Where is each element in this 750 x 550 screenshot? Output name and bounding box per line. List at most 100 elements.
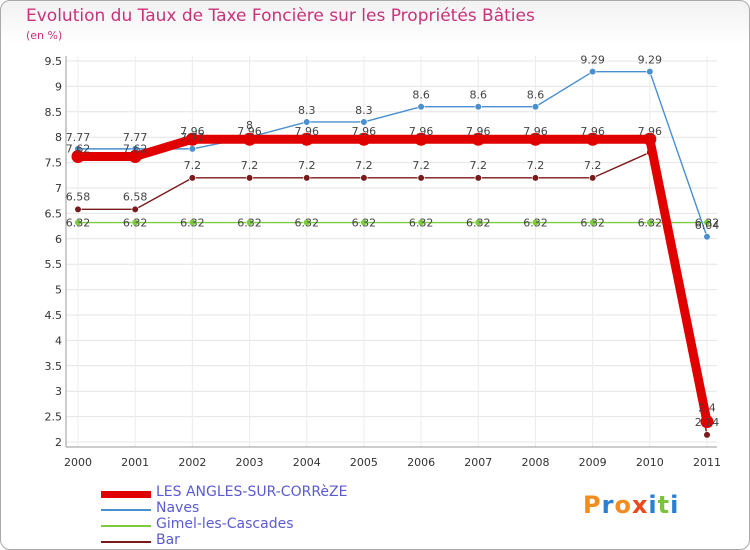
data-point-bar [188,174,196,182]
legend: LES ANGLES-SUR-CORRèZE Naves Gimel-les-Cas… [101,484,501,549]
data-point-les-angles-sur-corr-ze [357,132,371,146]
data-point-bar [417,174,425,182]
data-label-les-angles-sur-corr-ze: 7.96 [237,125,262,138]
y-tick-label: 9 [55,80,62,93]
data-label-les-angles-sur-corr-ze: 2.4 [698,402,716,415]
x-tick-label: 2004 [293,456,321,469]
chart-title: Evolution du Taux de Taxe Foncière sur l… [26,6,535,26]
data-label-naves: 7.77 [123,131,148,144]
data-point-naves [188,145,196,153]
data-label-les-angles-sur-corr-ze: 7.62 [123,143,148,156]
y-tick-label: 2 [55,436,62,449]
data-point-les-angles-sur-corr-ze [71,150,85,164]
logo-letter: x [631,491,649,519]
data-point-gimel-les-cascades [474,218,482,227]
x-tick-label: 2006 [407,456,435,469]
y-tick-label: 3.5 [45,360,63,373]
data-label-bar: 6.58 [66,190,91,203]
data-point-les-angles-sur-corr-ze [414,132,428,146]
data-label-gimel-les-cascades: 6.32 [466,217,491,230]
data-point-gimel-les-cascades [531,218,540,227]
data-point-naves [360,118,368,126]
data-label-bar: 7.2 [298,159,316,172]
data-label-naves: 8.3 [298,104,316,117]
logo-letter: r [601,491,615,519]
legend-label: LES ANGLES-SUR-CORRèZE [156,484,348,500]
data-point-gimel-les-cascades [589,218,597,227]
data-point-bar [474,174,482,182]
y-tick-label: 5 [55,284,62,297]
data-point-les-angles-sur-corr-ze [700,415,714,429]
data-label-les-angles-sur-corr-ze: 7.96 [580,125,605,138]
data-label-les-angles-sur-corr-ze: 7.96 [352,125,377,138]
y-tick-label: 2.5 [45,411,63,424]
data-label-les-angles-sur-corr-ze: 7.96 [409,125,434,138]
y-tick-label: 6.5 [45,207,63,220]
x-tick-label: 2011 [693,456,721,469]
legend-item: Gimel-les-Cascades [101,516,501,534]
data-point-gimel-les-cascades [360,218,368,227]
data-point-naves [303,118,311,126]
data-point-les-angles-sur-corr-ze [528,132,542,146]
data-label-gimel-les-cascades: 6.32 [180,217,205,230]
y-tick-label: 3 [55,385,62,398]
y-tick-label: 7 [55,182,62,195]
data-point-les-angles-sur-corr-ze [643,132,657,146]
data-point-bar [74,205,82,213]
logo-letter: o [614,491,632,519]
legend-swatch [101,490,151,498]
data-label-gimel-les-cascades: 6.32 [695,217,720,230]
data-label-naves: 6.04 [695,219,720,232]
data-point-les-angles-sur-corr-ze [471,132,485,146]
data-point-gimel-les-cascades [188,218,196,227]
data-point-bar [360,174,368,182]
y-tick-label: 7.5 [45,157,63,170]
y-tick-label: 8 [55,131,62,144]
x-tick-label: 2000 [64,456,92,469]
data-label-gimel-les-cascades: 6.32 [237,217,262,230]
x-tick-label: 2010 [636,456,664,469]
x-tick-label: 2002 [178,456,206,469]
series-line-bar [78,151,708,436]
data-point-gimel-les-cascades [131,218,139,227]
data-point-naves [589,68,597,76]
legend-swatch [101,525,151,527]
data-label-naves: 8.6 [470,89,488,102]
data-point-les-angles-sur-corr-ze [586,132,600,146]
series-line-les-angles-sur-corr-ze [78,134,712,423]
data-label-naves: 8.3 [355,104,373,117]
data-label-les-angles-sur-corr-ze: 7.96 [180,125,205,138]
logo-letter: P [583,491,602,519]
data-label-naves: 8.6 [412,89,430,102]
data-label-bar: 7.2 [241,159,259,172]
data-point-gimel-les-cascades [646,218,654,227]
data-point-bar [303,174,311,182]
data-point-bar [703,431,711,439]
x-tick-label: 2007 [464,456,492,469]
data-label-les-angles-sur-corr-ze: 7.62 [66,143,91,156]
x-tick-label: 2001 [121,456,149,469]
data-label-naves: 9.29 [638,54,663,67]
y-tick-label: 5.5 [45,258,63,271]
data-label-gimel-les-cascades: 6.32 [294,217,319,230]
data-point-naves [703,233,711,241]
data-point-gimel-les-cascades [245,218,254,227]
x-tick-label: 2009 [579,456,607,469]
data-label-bar: 6.58 [123,190,148,203]
data-label-bar: 7.2 [355,159,373,172]
data-label-gimel-les-cascades: 6.32 [638,217,663,230]
data-point-les-angles-sur-corr-ze [300,132,314,146]
data-point-naves [474,103,482,111]
data-point-les-angles-sur-corr-ze [128,150,142,164]
data-point-gimel-les-cascades [703,218,711,227]
data-label-bar: 2.14 [695,416,720,429]
data-label-les-angles-sur-corr-ze: 7.96 [466,125,491,138]
data-point-bar [131,205,139,213]
y-tick-label: 4 [55,334,62,347]
legend-item: LES ANGLES-SUR-CORRèZE [101,484,501,502]
data-label-bar: 7.2 [584,159,602,172]
data-point-naves [646,68,654,76]
data-label-les-angles-sur-corr-ze: 7.96 [638,125,663,138]
